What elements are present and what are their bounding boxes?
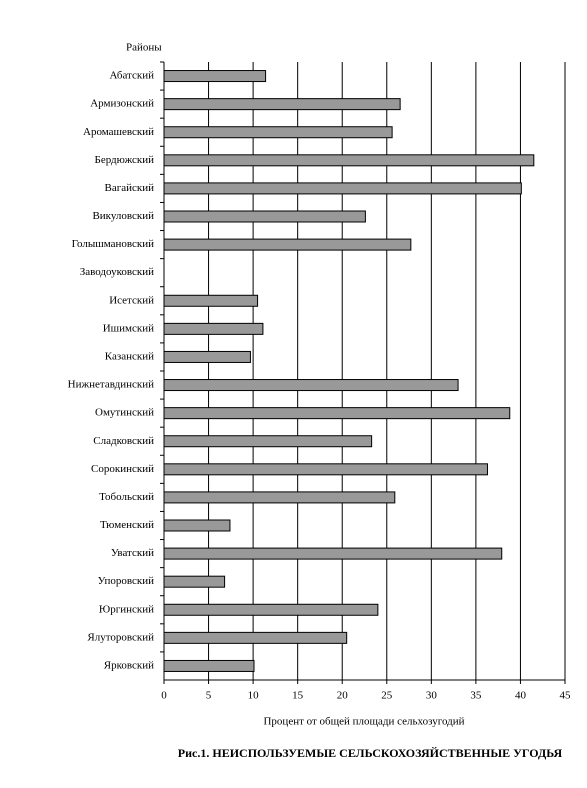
y-axis-label: Районы bbox=[126, 42, 162, 54]
bar bbox=[163, 407, 511, 420]
bar bbox=[163, 238, 412, 251]
bar bbox=[163, 182, 522, 195]
bar bbox=[163, 98, 401, 111]
y-tick-label: Армизонский bbox=[90, 98, 154, 110]
chart-title: Рис.1. НЕИСПОЛЬЗУЕМЫЕ СЕЛЬСКОХОЗЯЙСТВЕНН… bbox=[178, 746, 563, 760]
bar bbox=[163, 519, 231, 532]
x-tick-label: 30 bbox=[426, 690, 438, 702]
bar bbox=[163, 350, 251, 363]
bar bbox=[163, 631, 348, 644]
y-tick-label: Абатский bbox=[109, 70, 154, 82]
y-tick-label: Сорокинский bbox=[91, 463, 154, 475]
x-tick-label: 45 bbox=[560, 690, 572, 702]
x-tick-label: 5 bbox=[206, 690, 212, 702]
x-tick-label: 20 bbox=[337, 690, 349, 702]
y-tick-label: Ялуторовский bbox=[87, 631, 154, 643]
y-tick-label: Тобольский bbox=[99, 491, 154, 503]
y-tick-label: Бердюжский bbox=[95, 154, 155, 166]
bar bbox=[163, 126, 393, 139]
y-tick-label: Тюменский bbox=[100, 519, 154, 531]
bar bbox=[163, 491, 396, 504]
bar bbox=[163, 435, 373, 448]
bar bbox=[163, 379, 459, 392]
bar bbox=[163, 322, 264, 335]
y-tick-label: Нижнетавдинский bbox=[68, 379, 154, 391]
x-tick-label: 40 bbox=[515, 690, 527, 702]
y-tick-label: Голышмановский bbox=[72, 238, 154, 250]
bar bbox=[163, 154, 535, 167]
bar bbox=[163, 463, 488, 476]
y-tick-label: Исетский bbox=[109, 294, 154, 306]
bar bbox=[163, 70, 267, 83]
y-tick-label: Юргинский bbox=[99, 603, 154, 615]
y-tick-label: Аромашевский bbox=[83, 126, 154, 138]
y-tick-label: Ишимский bbox=[103, 322, 154, 334]
x-tick-label: 25 bbox=[381, 690, 393, 702]
y-tick-label: Викуловский bbox=[92, 210, 154, 222]
y-tick-label: Казанский bbox=[105, 350, 154, 362]
bar bbox=[163, 575, 226, 588]
y-tick-label: Сладковский bbox=[93, 435, 154, 447]
bar bbox=[163, 547, 503, 560]
x-tick-label: 15 bbox=[292, 690, 304, 702]
x-tick-label: 0 bbox=[161, 690, 167, 702]
bar bbox=[163, 659, 255, 672]
y-tick-label: Ярковский bbox=[104, 659, 154, 671]
bar bbox=[163, 294, 259, 307]
x-axis-label: Процент от общей площади сельхозугодий bbox=[263, 716, 464, 728]
y-tick-label: Заводоуковский bbox=[80, 266, 154, 278]
x-tick-label: 10 bbox=[248, 690, 260, 702]
bar bbox=[163, 603, 379, 616]
x-tick-label: 35 bbox=[470, 690, 482, 702]
y-tick-label: Вагайский bbox=[105, 182, 155, 194]
y-tick-label: Упоровский bbox=[98, 575, 154, 587]
y-tick-label: Омутинский bbox=[95, 407, 154, 419]
bar bbox=[163, 210, 366, 223]
y-tick-label: Уватский bbox=[111, 547, 154, 559]
